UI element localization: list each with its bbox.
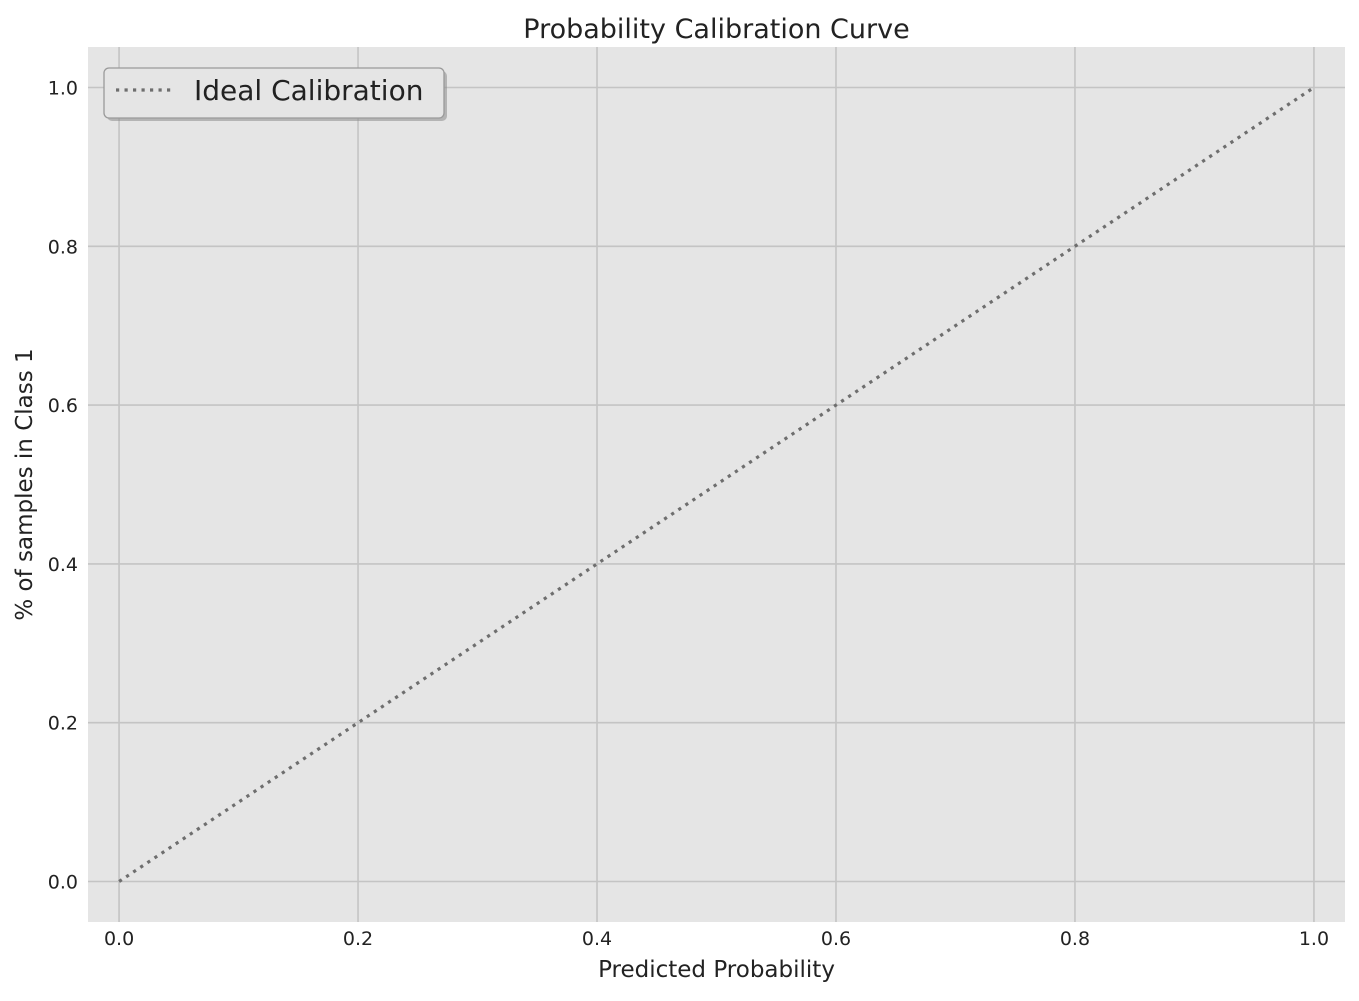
- y-tick-label: 0.6: [48, 395, 78, 417]
- legend-label-ideal-calibration: Ideal Calibration: [194, 74, 423, 107]
- y-tick-label: 0.8: [48, 236, 78, 258]
- x-tick-label: 0.2: [343, 928, 373, 950]
- y-tick-label: 0.2: [48, 713, 78, 735]
- y-tick-label: 1.0: [48, 77, 78, 99]
- legend: Ideal Calibration: [103, 67, 447, 121]
- y-tick-labels: 0.0 0.2 0.4 0.6 0.8 1.0: [48, 77, 78, 893]
- x-tick-label: 0.6: [821, 928, 851, 950]
- y-axis-label: % of samples in Class 1: [12, 348, 38, 620]
- x-axis-label: Predicted Probability: [598, 957, 835, 983]
- series-layer: [118, 86, 1315, 883]
- x-tick-label: 0.8: [1060, 928, 1090, 950]
- legend-box: [103, 67, 445, 119]
- y-tick-label: 0.0: [48, 872, 78, 894]
- y-tick-label: 0.4: [48, 554, 78, 576]
- chart-title: Probability Calibration Curve: [523, 14, 909, 45]
- x-tick-labels: 0.0 0.2 0.4 0.6 0.8 1.0: [104, 928, 1329, 950]
- x-tick-label: 0.4: [582, 928, 612, 950]
- plot-area: [88, 47, 1345, 922]
- x-tick-label: 0.0: [104, 928, 134, 950]
- x-tick-label: 1.0: [1299, 928, 1329, 950]
- series-line-ideal-calibration: [118, 86, 1315, 883]
